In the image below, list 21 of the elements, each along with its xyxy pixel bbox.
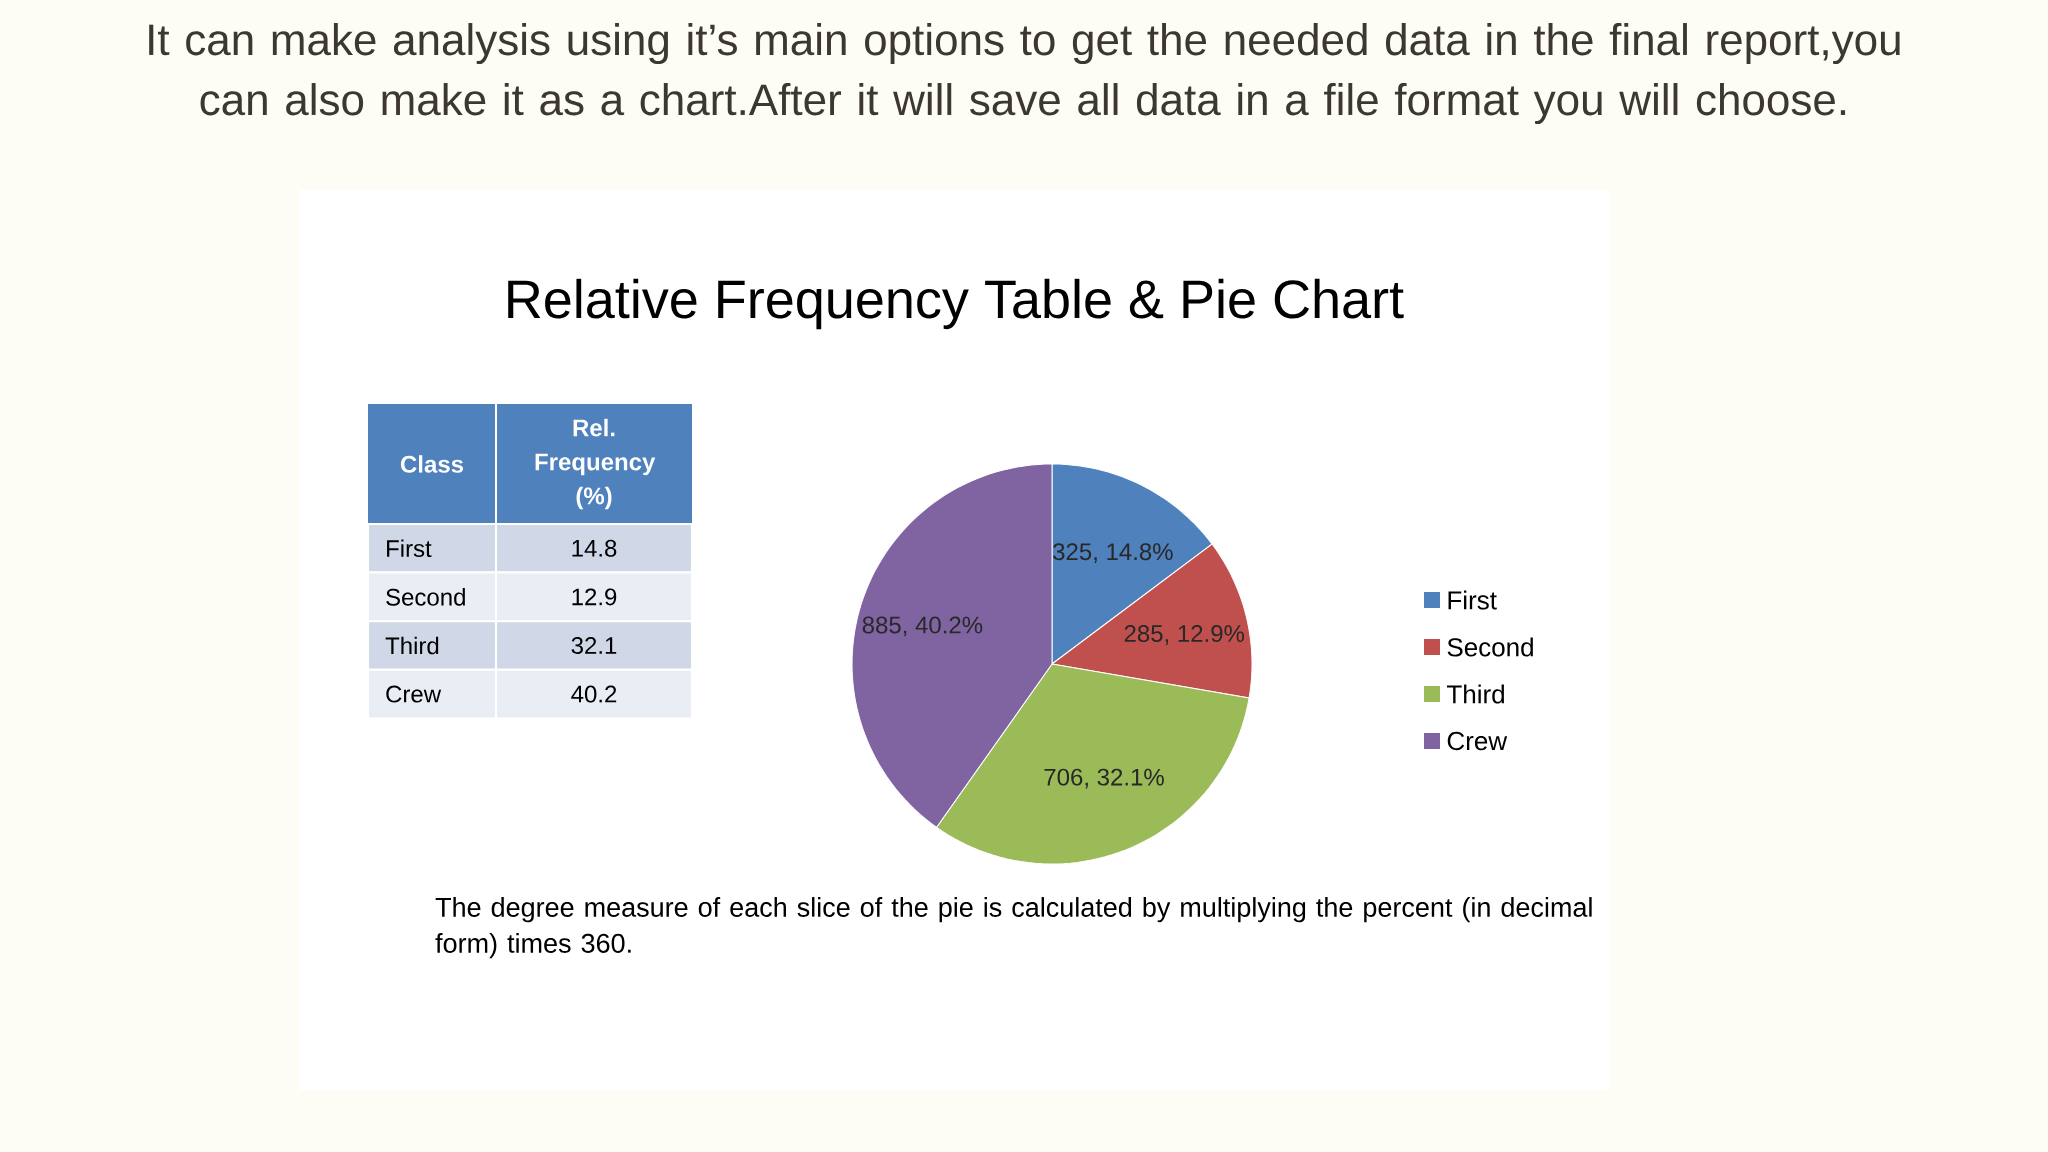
chart-title: Relative Frequency Table & Pie Chart	[508, 278, 1404, 330]
category-label: Third	[385, 636, 439, 655]
data-label: 325, 14.8%	[1053, 543, 1173, 564]
data-label: 706, 32.1%	[1044, 768, 1164, 789]
legend-label: Second	[1447, 637, 1533, 657]
text: Rel. Frequency (%)	[535, 418, 656, 510]
data-label: 14.8	[572, 539, 617, 557]
text: Class	[400, 455, 464, 473]
text: It can make analysis using it’s main options to get the needed data in the final report,you can also make it as a chart.After it will save all data in a file format you will choose.	[149, 23, 1900, 125]
category-label: First	[387, 539, 432, 558]
data-label: 12.9	[572, 588, 617, 606]
legend-label: Crew	[1447, 731, 1508, 751]
category-label: Second	[386, 588, 465, 606]
data-label: 32.1	[571, 637, 617, 654]
category-label: Crew	[386, 685, 442, 703]
data-label: 40.2	[571, 685, 617, 703]
legend-label: Third	[1447, 684, 1504, 704]
legend-label: First	[1448, 590, 1497, 610]
data-label: 285, 12.9%	[1124, 625, 1245, 645]
data-label: 885, 40.2%	[862, 616, 983, 637]
text: The degree measure of each slice of the pie is calculated by multiplying the percent (in decimal form) times 360.	[435, 897, 1592, 959]
